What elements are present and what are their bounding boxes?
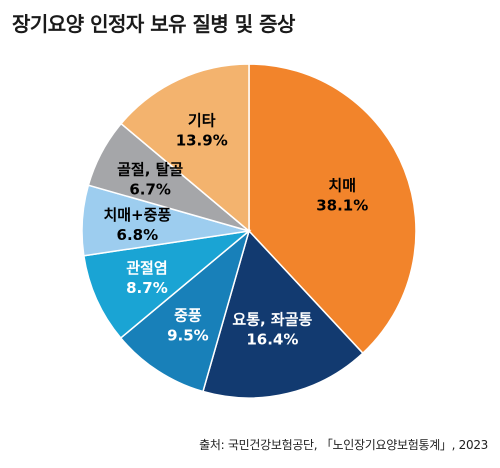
slice-value-5: 6.7% — [129, 181, 171, 199]
slice-value-2: 9.5% — [167, 327, 209, 345]
slice-label-5: 골절, 탈골 — [117, 161, 183, 179]
slice-label-4: 치매+중풍 — [103, 206, 171, 224]
pie-slice-3 — [82, 229, 252, 340]
slice-label-6: 기타 — [188, 112, 216, 130]
slice-label-1: 요통, 좌골통 — [232, 310, 312, 328]
source-note: 출처: 국민건강보험공단, 「노인장기요양보험통계」, 2023 — [199, 438, 488, 452]
pie-slice-0 — [248, 63, 417, 355]
chart-title: 장기요양 인정자 보유 질병 및 증상 — [12, 12, 295, 36]
slice-value-3: 8.7% — [126, 279, 168, 297]
slice-label-0: 치매 — [328, 176, 356, 194]
slice-value-6: 13.9% — [176, 132, 228, 150]
pie-slice-1 — [202, 229, 364, 399]
slice-label-3: 관절염 — [126, 259, 167, 277]
pie-slice-2 — [119, 228, 251, 393]
slice-value-1: 16.4% — [246, 330, 298, 348]
slice-value-0: 38.1% — [316, 196, 368, 214]
slice-label-2: 중풍 — [174, 307, 202, 325]
pie-slice-6 — [120, 63, 250, 233]
slice-value-4: 6.8% — [117, 226, 159, 244]
